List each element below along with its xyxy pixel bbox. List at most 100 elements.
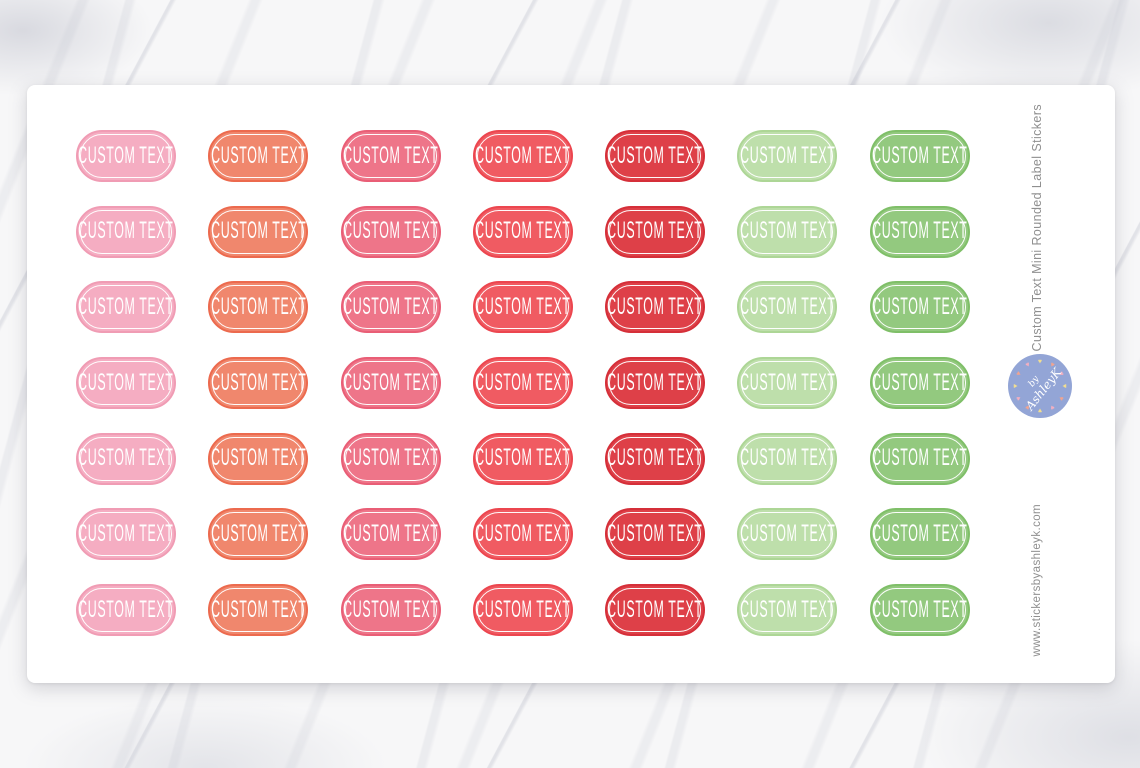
- sticker-label: CUSTOM TEXT: [739, 520, 836, 548]
- sticker-label: CUSTOM TEXT: [210, 141, 306, 169]
- sticker-light-green: CUSTOM TEXT: [737, 281, 838, 334]
- heart-icon: ♥: [1056, 394, 1065, 402]
- sticker-coral-red: CUSTOM TEXT: [472, 432, 573, 485]
- sticker-label: CUSTOM TEXT: [607, 217, 703, 245]
- sticker-green: CUSTOM TEXT: [869, 508, 970, 561]
- sticker-red: CUSTOM TEXT: [605, 432, 706, 485]
- badge-heart-ring: ♥ ♥ ♥ ♥ ♥ ♥ ♥ ♥ ♥ ♥ ♥ ♥: [1008, 354, 1072, 418]
- sticker-label: CUSTOM TEXT: [475, 596, 571, 623]
- sticker-green: CUSTOM TEXT: [869, 357, 970, 410]
- sticker-green: CUSTOM TEXT: [869, 584, 970, 637]
- sticker-grid: CUSTOM TEXT CUSTOM TEXT CUSTOM TEXT CUSTOM …: [76, 130, 970, 637]
- sticker-rose-pink: CUSTOM TEXT: [340, 508, 441, 561]
- sticker-label: CUSTOM TEXT: [475, 369, 571, 396]
- sticker-label: CUSTOM TEXT: [607, 596, 703, 623]
- sticker-label: CUSTOM TEXT: [872, 217, 968, 245]
- sticker-label: CUSTOM TEXT: [872, 141, 968, 169]
- sticker-rose-pink: CUSTOM TEXT: [340, 205, 441, 258]
- sticker-label: CUSTOM TEXT: [78, 520, 174, 548]
- sticker-coral-red: CUSTOM TEXT: [472, 281, 573, 334]
- sticker-light-green: CUSTOM TEXT: [737, 508, 838, 561]
- sticker-label: CUSTOM TEXT: [78, 596, 174, 623]
- sticker-red: CUSTOM TEXT: [605, 357, 706, 410]
- sticker-label: CUSTOM TEXT: [342, 293, 439, 321]
- heart-icon: ♥: [1037, 406, 1043, 414]
- website-url-text: www.stickersbyashleyk.com: [1031, 503, 1043, 657]
- sticker-label: CUSTOM TEXT: [872, 596, 968, 623]
- sticker-light-green: CUSTOM TEXT: [737, 130, 838, 182]
- sticker-label: CUSTOM TEXT: [475, 293, 571, 321]
- sticker-red: CUSTOM TEXT: [605, 205, 706, 258]
- sticker-salmon: CUSTOM TEXT: [208, 584, 309, 637]
- sticker-label: CUSTOM TEXT: [475, 520, 571, 548]
- sticker-light-green: CUSTOM TEXT: [737, 584, 838, 637]
- sticker-light-pink: CUSTOM TEXT: [76, 432, 176, 485]
- sticker-label: CUSTOM TEXT: [342, 596, 439, 623]
- sticker-green: CUSTOM TEXT: [869, 281, 970, 334]
- sticker-label: CUSTOM TEXT: [210, 293, 306, 321]
- sticker-light-pink: CUSTOM TEXT: [76, 584, 176, 637]
- heart-icon: ♥: [1037, 358, 1043, 366]
- sticker-coral-red: CUSTOM TEXT: [472, 357, 573, 410]
- sticker-light-pink: CUSTOM TEXT: [76, 130, 176, 182]
- sticker-light-green: CUSTOM TEXT: [737, 357, 838, 410]
- sticker-light-pink: CUSTOM TEXT: [76, 357, 176, 410]
- sticker-label: CUSTOM TEXT: [872, 444, 968, 472]
- sticker-red: CUSTOM TEXT: [605, 130, 706, 182]
- sticker-green: CUSTOM TEXT: [869, 432, 970, 485]
- sticker-label: CUSTOM TEXT: [210, 596, 306, 623]
- sticker-rose-pink: CUSTOM TEXT: [340, 584, 441, 637]
- sticker-salmon: CUSTOM TEXT: [208, 130, 309, 182]
- sticker-label: CUSTOM TEXT: [739, 369, 836, 396]
- sticker-label: CUSTOM TEXT: [210, 217, 306, 245]
- sticker-salmon: CUSTOM TEXT: [208, 432, 309, 485]
- sticker-sheet: CUSTOM TEXT CUSTOM TEXT CUSTOM TEXT CUSTOM …: [27, 85, 1115, 683]
- sticker-salmon: CUSTOM TEXT: [208, 357, 309, 410]
- sticker-red: CUSTOM TEXT: [605, 584, 706, 637]
- sticker-rose-pink: CUSTOM TEXT: [340, 432, 441, 485]
- sticker-light-pink: CUSTOM TEXT: [76, 508, 176, 561]
- product-title-text: Custom Text Mini Rounded Label Stickers: [1030, 103, 1044, 352]
- sticker-red: CUSTOM TEXT: [605, 508, 706, 561]
- sticker-label: CUSTOM TEXT: [210, 369, 306, 396]
- sticker-coral-red: CUSTOM TEXT: [472, 205, 573, 258]
- sticker-label: CUSTOM TEXT: [739, 444, 836, 472]
- sticker-label: CUSTOM TEXT: [872, 520, 968, 548]
- sticker-rose-pink: CUSTOM TEXT: [340, 357, 441, 410]
- sticker-label: CUSTOM TEXT: [78, 293, 174, 321]
- sticker-label: CUSTOM TEXT: [739, 141, 836, 169]
- sticker-label: CUSTOM TEXT: [475, 217, 571, 245]
- product-title-vertical: Custom Text Mini Rounded Label Stickers: [1023, 104, 1051, 351]
- sticker-label: CUSTOM TEXT: [607, 369, 703, 396]
- sticker-label: CUSTOM TEXT: [342, 141, 439, 169]
- sticker-label: CUSTOM TEXT: [342, 444, 439, 472]
- sticker-label: CUSTOM TEXT: [475, 141, 571, 169]
- sticker-light-pink: CUSTOM TEXT: [76, 205, 176, 258]
- sticker-label: CUSTOM TEXT: [872, 369, 968, 396]
- sticker-label: CUSTOM TEXT: [78, 217, 174, 245]
- website-url-vertical: www.stickersbyashleyk.com: [1023, 503, 1051, 657]
- sticker-red: CUSTOM TEXT: [605, 281, 706, 334]
- sticker-label: CUSTOM TEXT: [78, 444, 174, 472]
- sticker-label: CUSTOM TEXT: [342, 217, 439, 245]
- sticker-label: CUSTOM TEXT: [607, 293, 703, 321]
- sticker-green: CUSTOM TEXT: [869, 130, 970, 182]
- sticker-light-green: CUSTOM TEXT: [737, 432, 838, 485]
- brand-badge: ♥ ♥ ♥ ♥ ♥ ♥ ♥ ♥ ♥ ♥ ♥ ♥ by AshleyK: [1008, 354, 1072, 418]
- sticker-label: CUSTOM TEXT: [739, 596, 836, 623]
- sticker-label: CUSTOM TEXT: [607, 520, 703, 548]
- sticker-label: CUSTOM TEXT: [342, 369, 439, 396]
- sticker-green: CUSTOM TEXT: [869, 205, 970, 258]
- sticker-label: CUSTOM TEXT: [210, 520, 306, 548]
- sticker-coral-red: CUSTOM TEXT: [472, 130, 573, 182]
- sticker-coral-red: CUSTOM TEXT: [472, 508, 573, 561]
- heart-icon: ♥: [1048, 402, 1056, 411]
- sticker-label: CUSTOM TEXT: [342, 520, 439, 548]
- sticker-label: CUSTOM TEXT: [607, 141, 703, 169]
- sticker-rose-pink: CUSTOM TEXT: [340, 130, 441, 182]
- sticker-salmon: CUSTOM TEXT: [208, 281, 309, 334]
- sticker-light-pink: CUSTOM TEXT: [76, 281, 176, 334]
- heart-icon: ♥: [1024, 361, 1032, 370]
- sticker-label: CUSTOM TEXT: [78, 369, 174, 396]
